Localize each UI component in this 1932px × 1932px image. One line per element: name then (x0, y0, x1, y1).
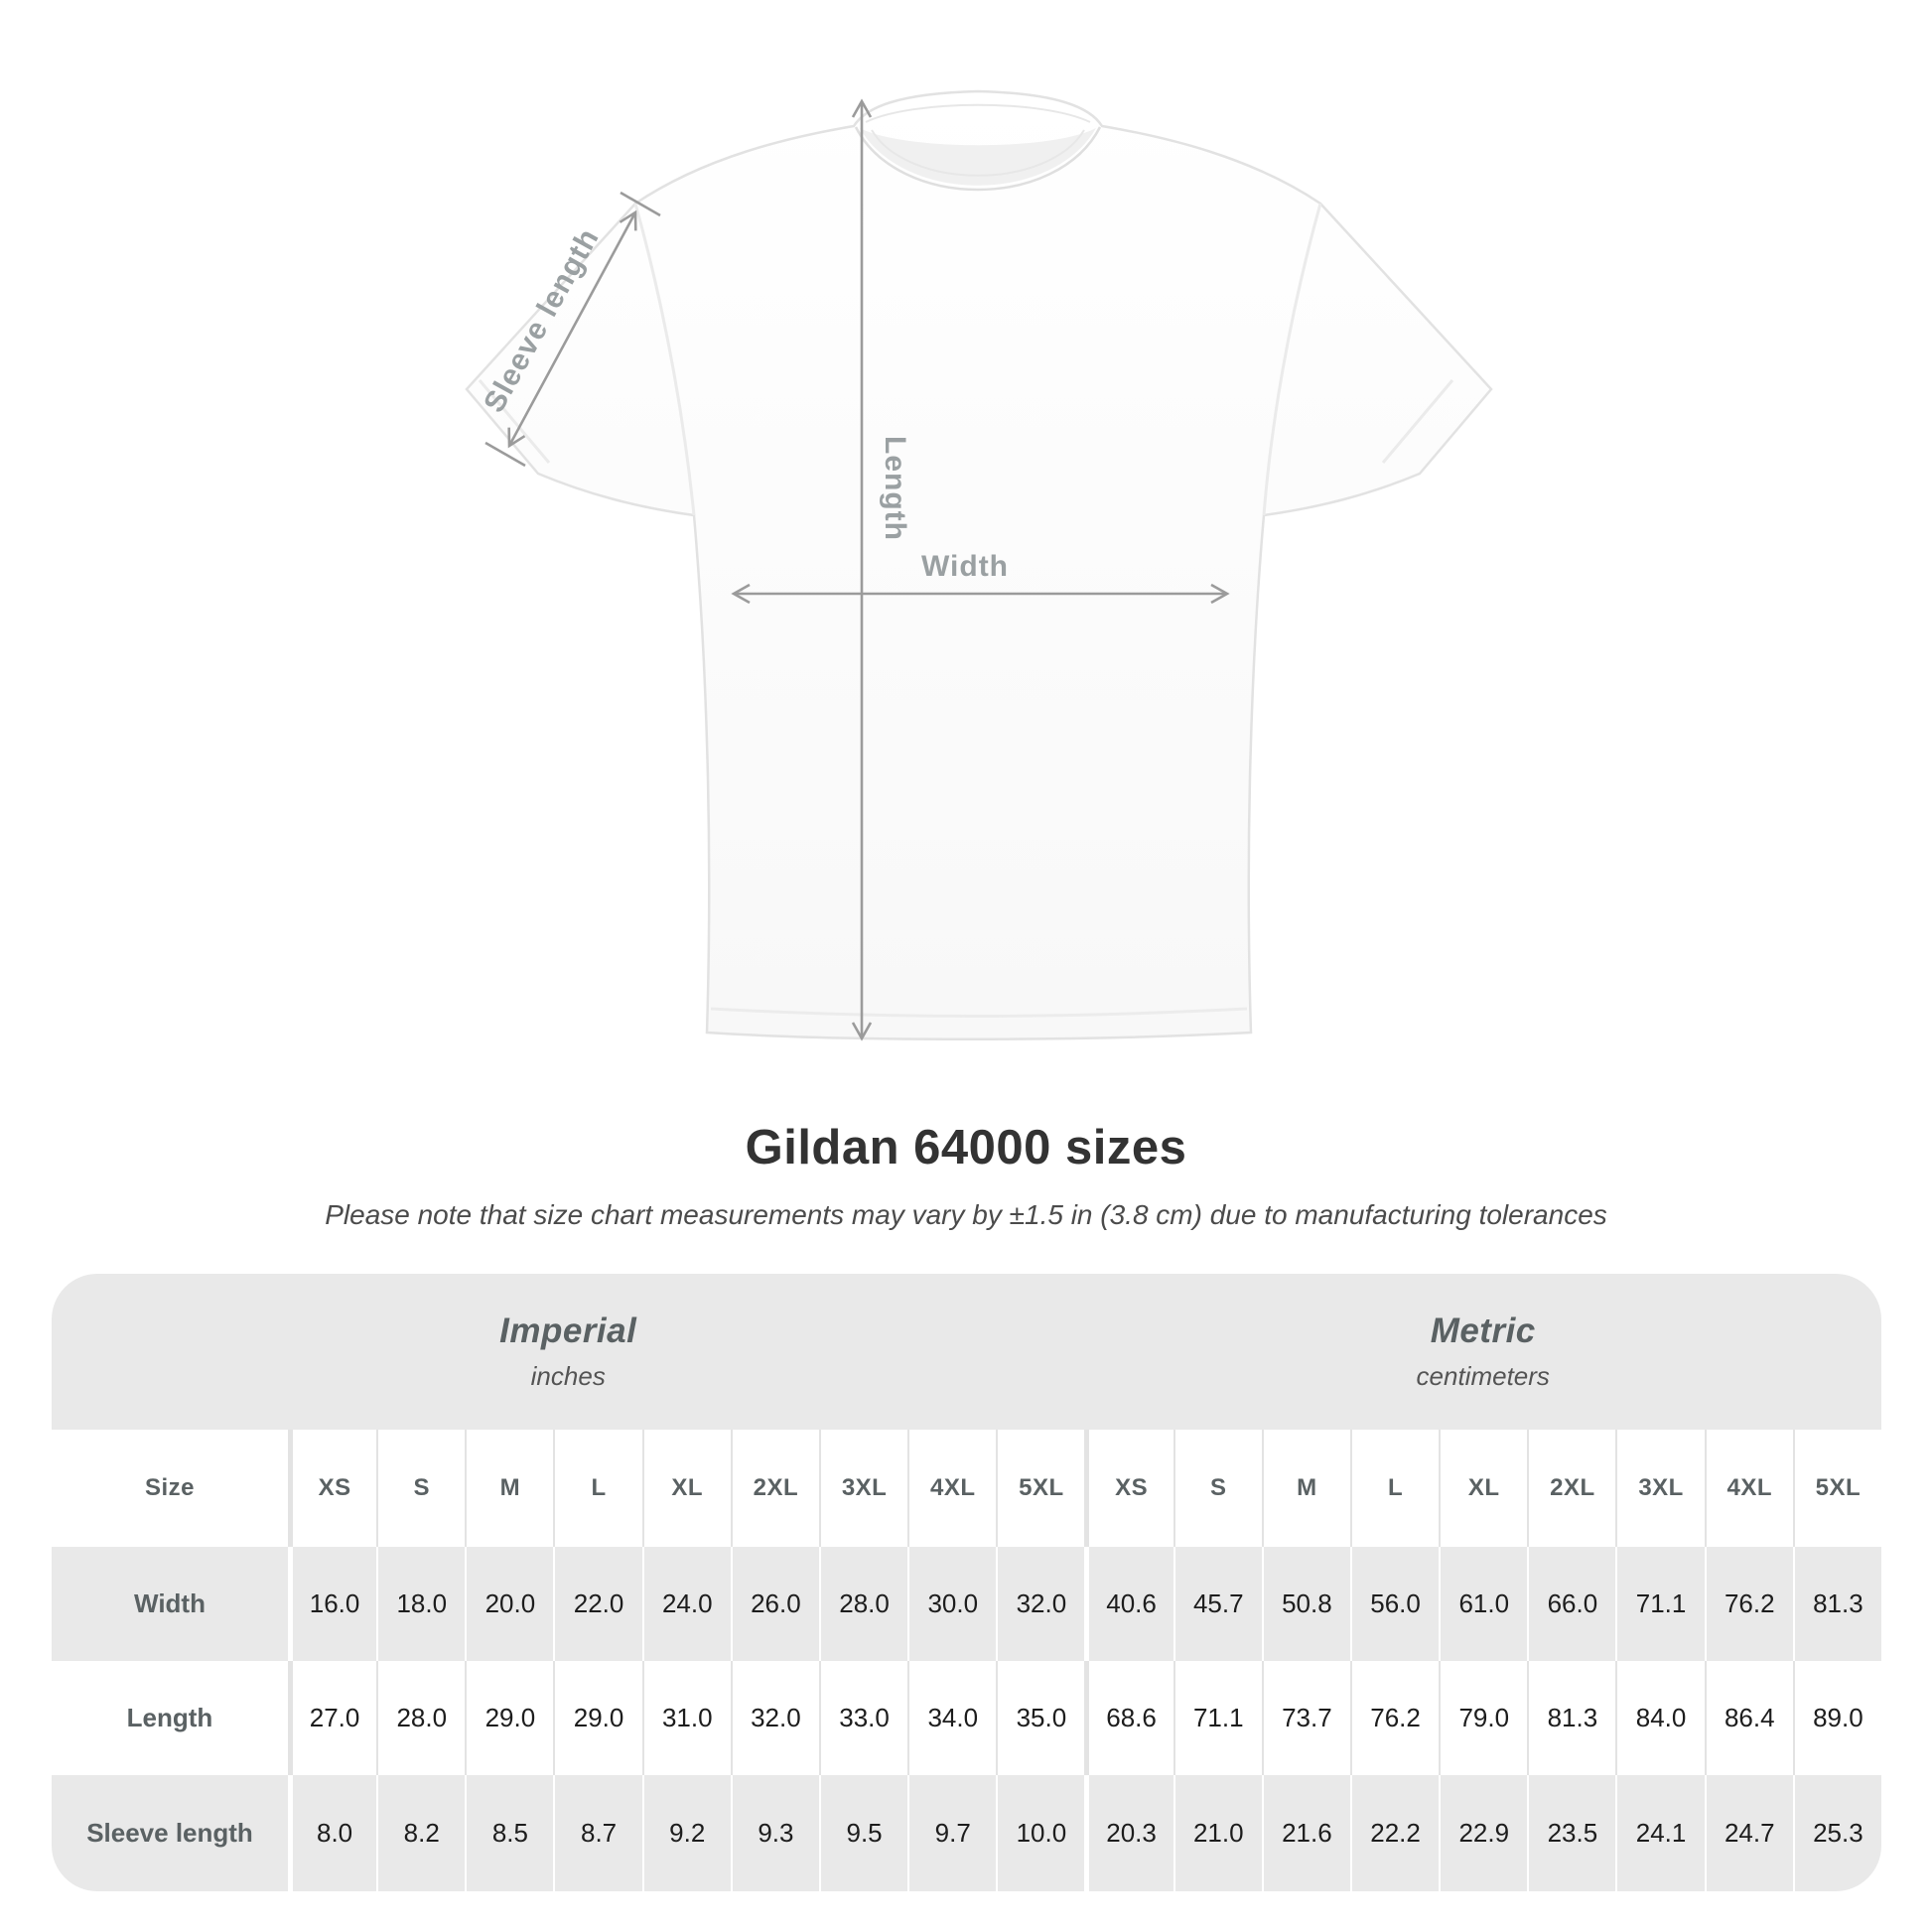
length-metric-xs-value: 68.6 (1084, 1661, 1173, 1775)
sleeve-measure-tick-top (620, 191, 661, 217)
length-imperial-xs-value: 27.0 (288, 1661, 377, 1775)
size-header-metric-3xl: 3XL (1615, 1430, 1705, 1547)
size-header-imperial-l: L (553, 1430, 642, 1547)
length-metric-3xl-value: 84.0 (1615, 1661, 1705, 1775)
width-imperial-m-value: 20.0 (465, 1547, 554, 1661)
tshirt-shape (465, 89, 1493, 1040)
size-header-imperial-3xl: 3XL (818, 1430, 908, 1547)
sleeve-length-metric-5xl-value: 25.3 (1792, 1775, 1881, 1891)
unit-group-imperial: Imperial inches (52, 1274, 1085, 1430)
width-metric-l-value: 56.0 (1349, 1547, 1440, 1661)
width-metric-xl-value: 61.0 (1439, 1547, 1528, 1661)
size-header-metric-xl: XL (1439, 1430, 1528, 1547)
length-imperial-2xl-value: 32.0 (730, 1661, 819, 1775)
sleeve-length-metric-xl-value: 22.9 (1439, 1775, 1528, 1891)
length-imperial-4xl-value: 34.0 (907, 1661, 997, 1775)
width-label: Width (920, 550, 1010, 583)
width-metric-2xl-value: 66.0 (1527, 1547, 1616, 1661)
row-label-sleeve-length: Sleeve length (52, 1775, 288, 1891)
width-imperial-5xl-value: 32.0 (996, 1547, 1085, 1661)
width-imperial-xl-value: 24.0 (641, 1547, 731, 1661)
sleeve-length-imperial-m-value: 8.5 (465, 1775, 554, 1891)
size-chart-table: Imperial inches Metric centimeters Size XS S M L… (52, 1274, 1881, 1891)
sleeve-length-imperial-l-value: 8.7 (553, 1775, 642, 1891)
width-imperial-4xl-value: 30.0 (907, 1547, 997, 1661)
width-metric-5xl-value: 81.3 (1792, 1547, 1881, 1661)
sleeve-length-metric-s-value: 21.0 (1173, 1775, 1262, 1891)
width-metric-m-value: 50.8 (1261, 1547, 1350, 1661)
length-metric-m-value: 73.7 (1261, 1661, 1350, 1775)
sleeve-measure-tick-bottom (484, 441, 526, 468)
size-header-imperial-xs: XS (288, 1430, 377, 1547)
length-label: Length (879, 436, 911, 541)
size-header-imperial-xl: XL (641, 1430, 731, 1547)
length-imperial-s-value: 28.0 (376, 1661, 466, 1775)
sleeve-length-metric-xs-value: 20.3 (1084, 1775, 1173, 1891)
size-header-metric-2xl: 2XL (1527, 1430, 1616, 1547)
width-metric-4xl-value: 76.2 (1704, 1547, 1793, 1661)
length-metric-l-value: 76.2 (1349, 1661, 1440, 1775)
length-metric-4xl-value: 86.4 (1704, 1661, 1793, 1775)
tolerance-note: Please note that size chart measurements… (325, 1199, 1607, 1230)
sleeve-length-imperial-2xl-value: 9.3 (730, 1775, 819, 1891)
size-header-metric-5xl: 5XL (1792, 1430, 1881, 1547)
size-header-metric-s: S (1173, 1430, 1262, 1547)
sleeve-length-metric-2xl-value: 23.5 (1527, 1775, 1616, 1891)
size-header-metric-xs: XS (1084, 1430, 1173, 1547)
row-label-width: Width (52, 1547, 288, 1661)
imperial-unit-label: inches (530, 1361, 606, 1391)
length-imperial-m-value: 29.0 (465, 1661, 554, 1775)
sleeve-measure-line (507, 209, 637, 449)
size-column-header: Size (52, 1430, 288, 1547)
width-imperial-s-value: 18.0 (376, 1547, 466, 1661)
imperial-group-label: Imperial (499, 1311, 637, 1350)
length-metric-xl-value: 79.0 (1439, 1661, 1528, 1775)
width-imperial-2xl-value: 26.0 (730, 1547, 819, 1661)
sleeve-length-metric-3xl-value: 24.1 (1615, 1775, 1705, 1891)
sleeve-length-imperial-5xl-value: 10.0 (996, 1775, 1085, 1891)
sleeve-length-imperial-xs-value: 8.0 (288, 1775, 377, 1891)
length-imperial-l-value: 29.0 (553, 1661, 642, 1775)
width-imperial-3xl-value: 28.0 (818, 1547, 908, 1661)
sleeve-length-metric-l-value: 22.2 (1349, 1775, 1440, 1891)
width-imperial-xs-value: 16.0 (288, 1547, 377, 1661)
size-header-imperial-5xl: 5XL (996, 1430, 1085, 1547)
size-header-imperial-4xl: 4XL (907, 1430, 997, 1547)
row-label-length: Length (52, 1661, 288, 1775)
page-title: Gildan 64000 sizes (745, 1121, 1187, 1174)
sleeve-length-imperial-4xl-value: 9.7 (907, 1775, 997, 1891)
metric-group-label: Metric (1430, 1311, 1536, 1350)
size-header-imperial-s: S (376, 1430, 466, 1547)
length-metric-5xl-value: 89.0 (1792, 1661, 1881, 1775)
sleeve-length-metric-m-value: 21.6 (1261, 1775, 1350, 1891)
length-imperial-xl-value: 31.0 (641, 1661, 731, 1775)
size-header-metric-4xl: 4XL (1704, 1430, 1793, 1547)
sleeve-length-imperial-s-value: 8.2 (376, 1775, 466, 1891)
length-imperial-5xl-value: 35.0 (996, 1661, 1085, 1775)
width-metric-xs-value: 40.6 (1084, 1547, 1173, 1661)
size-header-imperial-m: M (465, 1430, 554, 1547)
size-header-imperial-2xl: 2XL (730, 1430, 819, 1547)
sleeve-length-metric-4xl-value: 24.7 (1704, 1775, 1793, 1891)
size-header-metric-l: L (1349, 1430, 1440, 1547)
width-imperial-l-value: 22.0 (553, 1547, 642, 1661)
width-metric-s-value: 45.7 (1173, 1547, 1262, 1661)
length-imperial-3xl-value: 33.0 (818, 1661, 908, 1775)
sleeve-length-imperial-3xl-value: 9.5 (818, 1775, 908, 1891)
length-metric-s-value: 71.1 (1173, 1661, 1262, 1775)
unit-group-metric: Metric centimeters (1084, 1274, 1881, 1430)
sleeve-length-imperial-xl-value: 9.2 (641, 1775, 731, 1891)
length-metric-2xl-value: 81.3 (1527, 1661, 1616, 1775)
tshirt-diagram (465, 89, 1493, 1041)
width-metric-3xl-value: 71.1 (1615, 1547, 1705, 1661)
metric-unit-label: centimeters (1416, 1361, 1550, 1391)
size-header-metric-m: M (1261, 1430, 1350, 1547)
